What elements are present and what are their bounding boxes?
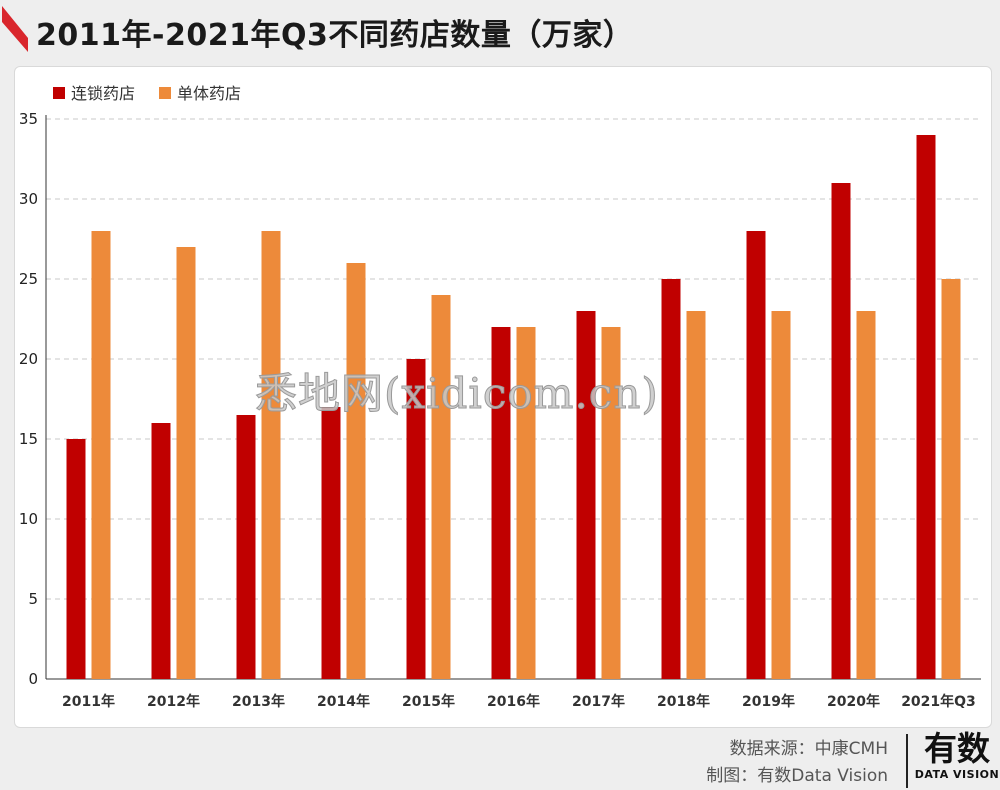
legend-label-chain: 连锁药店 [71,84,135,103]
bar-chain [916,135,936,679]
bar-single [771,311,791,679]
bars [66,135,961,679]
y-tick-label: 15 [19,430,38,448]
x-tick-label: 2011年 [62,693,115,710]
producer-note: 制图：有数Data Vision [706,766,888,786]
bar-chain [321,407,341,679]
bar-chain [661,279,681,679]
bar-chain [66,439,86,679]
watermark: 悉地网(xidicom.cn) [255,369,659,419]
x-tick-label: 2016年 [487,693,540,710]
y-tick-label: 25 [19,270,38,288]
brand-tagline: DATA VISION [914,768,1000,781]
footer-divider [906,734,908,788]
y-tick-label: 10 [19,510,38,528]
bar-single [346,263,366,679]
grid-lines [46,118,981,600]
bar-chart: 0 5 10 15 20 25 30 35 2011年 2012年 2013年 2014年 2015年… [19,84,981,710]
y-tick-label: 35 [19,110,38,128]
x-tick-label: 2019年 [742,693,795,710]
y-tick-label: 0 [28,670,38,688]
chart-panel: 0 5 10 15 20 25 30 35 2011年 2012年 2013年 2014年 2015年… [14,66,992,728]
legend: 连锁药店 单体药店 [53,84,241,103]
x-axis: 2011年 2012年 2013年 2014年 2015年 2016年 2017年 2018年… [62,693,976,710]
bar-single [516,327,536,679]
x-tick-label: 2020年 [827,693,880,710]
bar-chain [151,423,171,679]
x-tick-label: 2021年Q3 [901,693,976,710]
bar-single [261,231,281,679]
x-tick-label: 2013年 [232,693,285,710]
bar-chain [746,231,766,679]
x-tick-label: 2017年 [572,693,625,710]
title-flag-icon [2,6,28,52]
bar-single [686,311,706,679]
bar-chain [236,415,256,679]
brand-logo: 有数 DATA VISION [914,729,1000,782]
x-tick-label: 2014年 [317,693,370,710]
bar-single [91,231,111,679]
bar-chain [491,327,511,679]
y-tick-label: 5 [28,590,38,608]
y-tick-label: 30 [19,190,38,208]
y-tick-label: 20 [19,350,38,368]
brand-name: 有数 [924,729,990,768]
bar-single [601,327,621,679]
bar-chain [576,311,596,679]
title-bar: 2011年-2021年Q3不同药店数量（万家） [0,0,1000,62]
y-axis: 0 5 10 15 20 25 30 35 [19,110,981,688]
x-tick-label: 2012年 [147,693,200,710]
bar-single [431,295,451,679]
legend-label-single: 单体药店 [177,84,241,103]
source-note: 数据来源：中康CMH [729,739,888,759]
bar-single [941,279,961,679]
bar-single [176,247,196,679]
legend-swatch-single [159,87,171,99]
bar-chain [831,183,851,679]
x-tick-label: 2015年 [402,693,455,710]
footer: 数据来源：中康CMH 制图：有数Data Vision [706,736,888,790]
bar-chain [406,359,426,679]
chart-title: 2011年-2021年Q3不同药店数量（万家） [36,18,634,53]
bar-single [856,311,876,679]
x-tick-label: 2018年 [657,693,710,710]
legend-swatch-chain [53,87,65,99]
